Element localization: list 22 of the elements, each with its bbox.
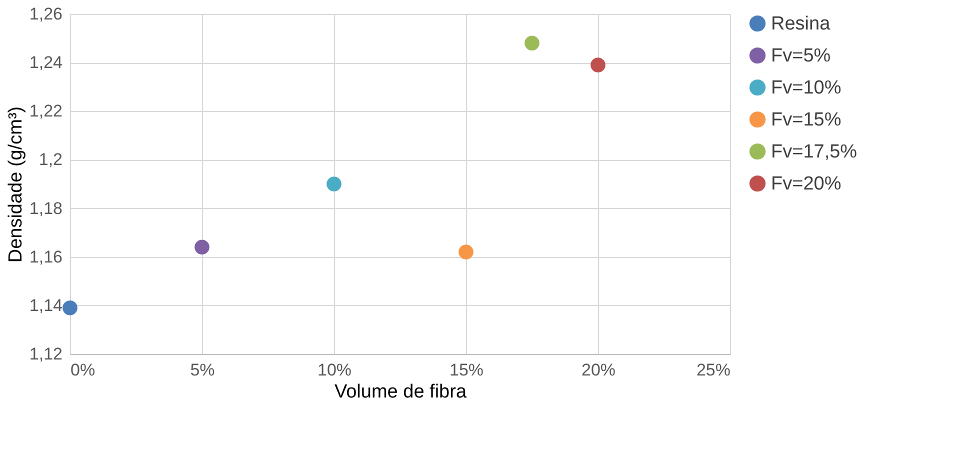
y-tick-label: 1,16 xyxy=(29,247,62,266)
y-tick-label: 1,2 xyxy=(38,150,62,170)
x-tick-label: 20% xyxy=(581,360,616,380)
y-tick-label: 1,18 xyxy=(29,198,62,218)
legend-label: Fv=10% xyxy=(771,78,842,98)
y-tick-label: 1,24 xyxy=(29,53,62,72)
x-tick-label: 10% xyxy=(317,360,352,380)
y-tick-label: 1,22 xyxy=(29,102,62,121)
y-axis-title: Densidade (g/cm³) xyxy=(5,106,26,263)
y-tick-label: 1,14 xyxy=(29,296,62,315)
legend-label: Fv=17,5% xyxy=(771,142,858,162)
x-axis-title: Volume de fibra xyxy=(334,382,467,402)
x-tick-label: 25% xyxy=(696,360,730,380)
y-tick-label: 1,12 xyxy=(29,344,62,364)
y-tick-label: 1,26 xyxy=(29,4,62,24)
legend-label: Resina xyxy=(771,14,831,34)
legend-label: Fv=5% xyxy=(771,46,831,66)
x-tick-label: 15% xyxy=(449,360,484,380)
legend-label: Fv=15% xyxy=(771,110,842,130)
x-tick-label: 5% xyxy=(190,360,215,380)
x-tick-label: 0% xyxy=(70,360,96,380)
legend-label: Fv=20% xyxy=(771,174,842,194)
